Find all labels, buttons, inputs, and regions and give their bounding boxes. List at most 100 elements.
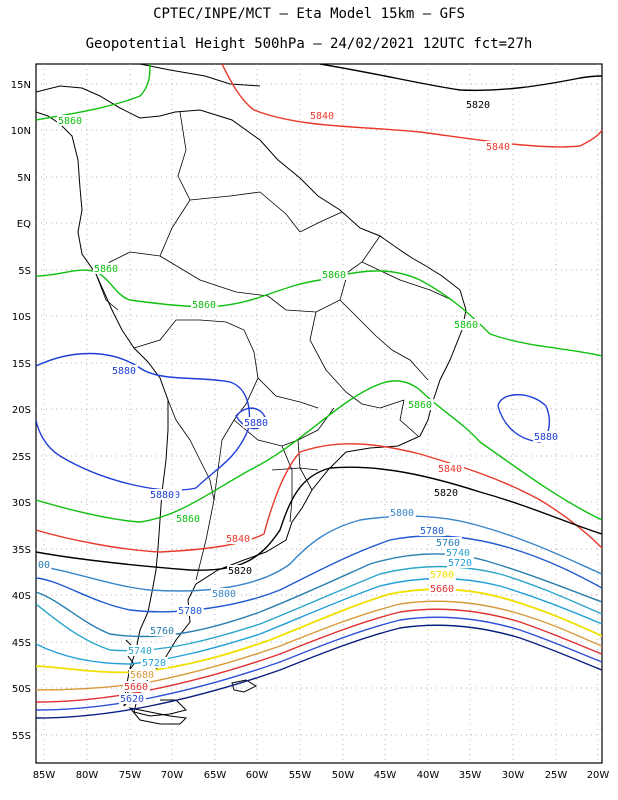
contour-label: 5880: [112, 366, 136, 377]
contour-label: 5680: [130, 670, 154, 681]
contour-label-background: [453, 319, 480, 330]
lon-tick-label: 65W: [204, 770, 227, 781]
map-title-line-2: Geopotential Height 500hPa – 24/02/2021 …: [85, 36, 533, 52]
contour-label-background: [465, 99, 492, 110]
lon-tick-label: 70W: [161, 770, 184, 781]
lon-tick-label: 85W: [33, 770, 56, 781]
contour-label-background: [141, 657, 168, 668]
lon-tick-label: 30W: [502, 770, 525, 781]
contour-label: 5780: [178, 606, 202, 617]
contour-label-background: [321, 269, 348, 280]
contour-label-background: [119, 693, 146, 704]
contour-label: 5760: [436, 538, 460, 549]
lon-tick-label: 45W: [374, 770, 397, 781]
contour-label: 5840: [486, 142, 510, 153]
contour-label: 5860: [454, 320, 478, 331]
contour-label: 5760: [150, 626, 174, 637]
contour-label: 5840: [310, 111, 334, 122]
lat-tick-label: 35S: [12, 545, 31, 556]
contour-label-background: [433, 487, 460, 498]
lon-tick-label: 60W: [246, 770, 269, 781]
contour-label-background: [437, 463, 464, 474]
lat-tick-label: 25S: [12, 452, 31, 463]
contour-label-background: [211, 588, 238, 599]
contour-label-background: [419, 525, 446, 536]
contour-label: 5780: [420, 526, 444, 537]
contour-label: 5880: [150, 490, 174, 501]
lat-tick-label: 15S: [12, 359, 31, 370]
contour-label: 00: [38, 560, 50, 571]
contour-label-background: [389, 507, 416, 518]
contour-label: 5700: [430, 570, 454, 581]
contour-label-background: [129, 669, 156, 680]
lat-tick-label: 20S: [12, 405, 31, 416]
contour-label: 5840: [438, 464, 462, 475]
contour-label-background: [57, 115, 84, 126]
contour-label: 5720: [448, 558, 472, 569]
contour-label: 5660: [124, 682, 148, 693]
lat-tick-label: 30S: [12, 498, 31, 509]
contour-label: 5820: [228, 566, 252, 577]
contour-label-background: [227, 565, 254, 576]
lon-tick-label: 35W: [459, 770, 482, 781]
contour-label: 5740: [446, 548, 470, 559]
contour-label-background: [111, 365, 138, 376]
lat-tick-label: 45S: [12, 638, 31, 649]
contour-label-background: [309, 110, 336, 121]
lon-tick-label: 20W: [587, 770, 610, 781]
lat-tick-label: EQ: [17, 219, 31, 230]
contour-label: 5800: [212, 589, 236, 600]
contour-label: 5880: [244, 418, 268, 429]
contour-label-background: [149, 489, 176, 500]
contour-label-background: [429, 569, 456, 580]
contour-label: 5860: [94, 264, 118, 275]
lat-tick-label: 40S: [12, 591, 31, 602]
contour-label: 5720: [142, 658, 166, 669]
map-title-line-1: CPTEC/INPE/MCT – Eta Model 15km – GFS: [153, 6, 465, 22]
contour-label-background: [191, 299, 218, 310]
lat-tick-label: 15N: [11, 80, 31, 91]
contour-label: 5820: [466, 100, 490, 111]
contour-labels: 5820 5840 5840 5860 5860 5860 5860 5860 5860 5880…: [37, 99, 560, 705]
contour-label: 5860: [322, 270, 346, 281]
contour-label-background: [447, 557, 474, 568]
contour-label: 5740: [128, 646, 152, 657]
lat-tick-label: 55S: [12, 731, 31, 742]
contour-label: 5880: [534, 432, 558, 443]
contour-label: 5860: [58, 116, 82, 127]
contour-label-background: [407, 399, 434, 410]
lon-tick-label: 25W: [545, 770, 568, 781]
contour-label: 5800: [390, 508, 414, 519]
contour-label-background: [37, 559, 52, 570]
contour-label: 5660: [430, 584, 454, 595]
lon-tick-label: 55W: [289, 770, 312, 781]
contour-label-background: [533, 431, 560, 442]
lat-tick-label: 50S: [12, 684, 31, 695]
lat-tick-label: 10S: [12, 312, 31, 323]
contour-label-background: [243, 417, 270, 428]
contour-label-background: [429, 583, 456, 594]
contour-label-background: [127, 645, 154, 656]
contour-label-background: [485, 141, 512, 152]
axis-tick-labels: 85W 80W 75W 70W 65W 60W 55W 50W 45W 40W 35W 30W 25W 2…: [11, 80, 610, 781]
contour-label: 5620: [120, 694, 144, 705]
contour-label-background: [93, 263, 120, 274]
lat-tick-label: 5S: [18, 266, 31, 277]
contour-label: 5860: [408, 400, 432, 411]
contour-label: 5860: [192, 300, 216, 311]
contour-lines: [36, 64, 602, 719]
contour-label: 5860: [176, 514, 200, 525]
contour-label-background: [435, 537, 462, 548]
lat-tick-label: 10N: [11, 126, 31, 137]
map-frame: [35, 63, 603, 764]
lon-tick-label: 75W: [119, 770, 142, 781]
lon-tick-label: 80W: [76, 770, 99, 781]
lat-tick-label: 5N: [17, 173, 31, 184]
contour-label-background: [445, 547, 472, 558]
lon-tick-label: 50W: [332, 770, 355, 781]
lon-tick-label: 40W: [417, 770, 440, 781]
contour-label-background: [225, 533, 252, 544]
contour-label-background: [123, 681, 150, 692]
contour-label-background: [149, 625, 176, 636]
